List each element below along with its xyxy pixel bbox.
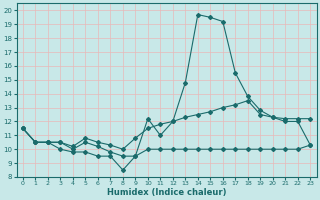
X-axis label: Humidex (Indice chaleur): Humidex (Indice chaleur)	[107, 188, 226, 197]
